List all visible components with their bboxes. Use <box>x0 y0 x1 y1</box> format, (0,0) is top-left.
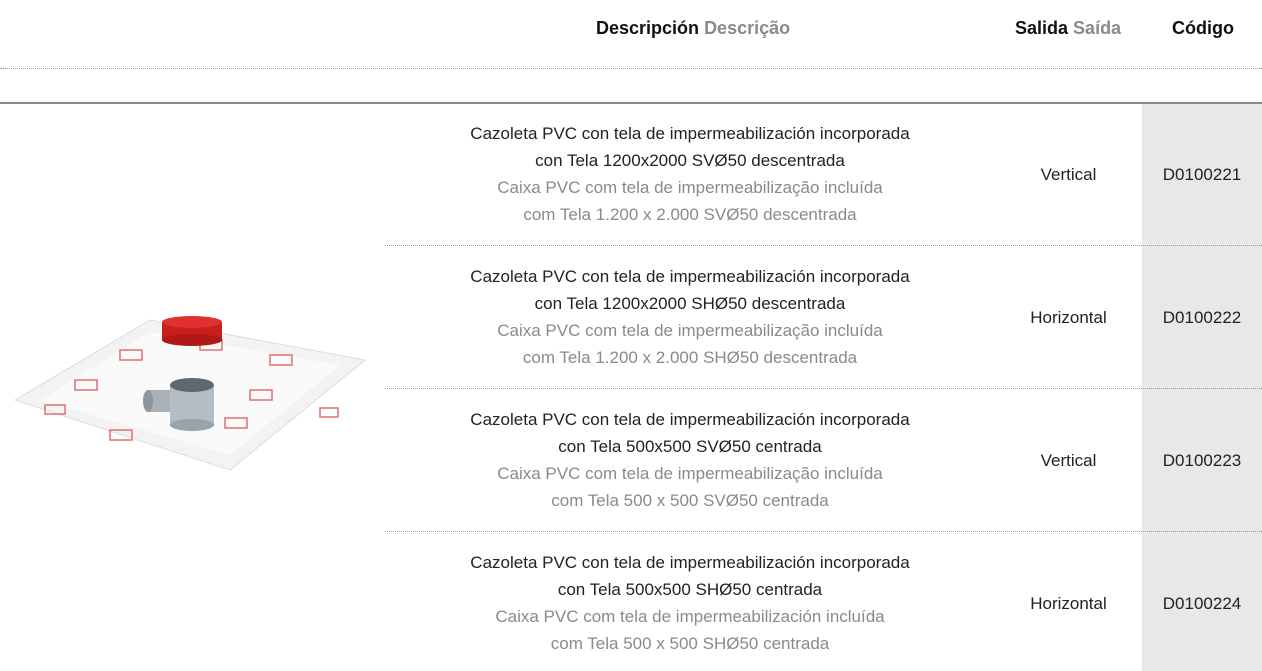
code-header: Código <box>1172 18 1234 38</box>
table-row: Cazoleta PVC con tela de impermeabilizac… <box>385 390 1262 532</box>
description-pt: com Tela 1.200 x 2.000 SVØ50 descentrada <box>523 205 857 224</box>
outlet-pt: Saída <box>1073 18 1122 38</box>
description-es: Cazoleta PVC con tela de impermeabilizac… <box>470 553 910 572</box>
code: D0100221 <box>1162 165 1242 184</box>
product-image <box>13 316 367 471</box>
description: Cazoleta PVC con tela de impermeabilizac… <box>385 549 995 657</box>
description-es: con Tela 500x500 SHØ50 centrada <box>557 580 823 599</box>
code-column-bg <box>1142 104 1262 671</box>
description-es: con Tela 1200x2000 SHØ50 descentrada <box>534 294 846 313</box>
description-es: con Tela 500x500 SVØ50 centrada <box>558 437 822 456</box>
description-es: con Tela 1200x2000 SVØ50 descentrada <box>535 151 845 170</box>
outlet-header: Salida Saída <box>1015 18 1121 39</box>
description-pt: Descrição <box>704 18 791 38</box>
table-row: Cazoleta PVC con tela de impermeabilizac… <box>385 533 1262 671</box>
description-es: Descripción <box>596 18 700 38</box>
description-pt: Caixa PVC com tela de impermeabilización… <box>495 607 885 626</box>
code: D0100223 <box>1162 451 1242 470</box>
divider <box>0 102 1262 104</box>
code: D0100222 <box>1162 308 1242 327</box>
description: Cazoleta PVC con tela de impermeabilizac… <box>385 263 995 371</box>
description-es: Cazoleta PVC con tela de impermeabilizac… <box>470 124 910 143</box>
description-pt: Caixa PVC com tela de impermeabilização … <box>497 321 883 340</box>
divider <box>0 68 1262 69</box>
outlet: Vertical <box>1040 165 1097 184</box>
table-row: Cazoleta PVC con tela de impermeabilizac… <box>385 104 1262 246</box>
description-pt: com Tela 500 x 500 SVØ50 centrada <box>551 491 829 510</box>
description-es: Cazoleta PVC con tela de impermeabilizac… <box>470 410 910 429</box>
outlet: Vertical <box>1040 451 1097 470</box>
description-header: Descripción Descrição <box>596 18 790 39</box>
description-pt: Caixa PVC com tela de impermeabilização … <box>497 464 883 483</box>
description-pt: com Tela 500 x 500 SHØ50 centrada <box>550 634 830 653</box>
outlet: Horizontal <box>1030 594 1107 613</box>
description-es: Cazoleta PVC con tela de impermeabilizac… <box>470 267 910 286</box>
description-pt: com Tela 1.200 x 2.000 SHØ50 descentrada <box>522 348 858 367</box>
outlet: Horizontal <box>1030 308 1107 327</box>
description-pt: Caixa PVC com tela de impermeabilização … <box>497 178 883 197</box>
outlet-es: Salida <box>1015 18 1069 38</box>
description: Cazoleta PVC con tela de impermeabilizac… <box>385 406 995 514</box>
code: D0100224 <box>1162 594 1242 613</box>
description: Cazoleta PVC con tela de impermeabilizac… <box>385 120 995 228</box>
table-row: Cazoleta PVC con tela de impermeabilizac… <box>385 247 1262 389</box>
